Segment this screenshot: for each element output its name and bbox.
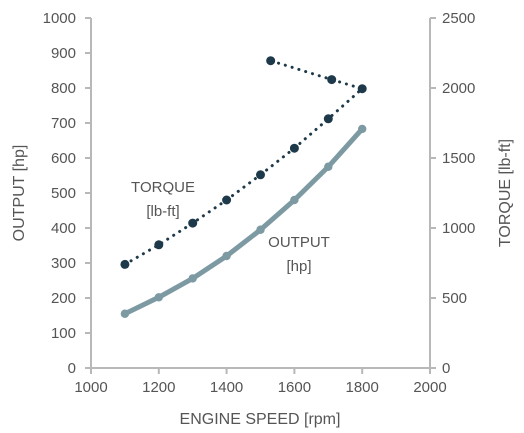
- right-y-tick-label: 2500: [442, 10, 475, 27]
- torque-line: [123, 59, 364, 266]
- right-y-axis-title: TORQUE [lb-ft]: [497, 139, 514, 247]
- left-y-tick-label: 300: [51, 255, 76, 272]
- torque-point: [323, 114, 333, 124]
- x-tick-label: 2000: [413, 379, 446, 396]
- torque-point: [327, 75, 337, 85]
- output-point: [188, 274, 197, 283]
- left-y-tick-label: 600: [51, 150, 76, 167]
- output-point: [154, 293, 163, 302]
- torque-point: [289, 143, 299, 153]
- torque-point: [256, 170, 265, 180]
- left-y-tick-label: 900: [51, 45, 76, 62]
- torque-point: [154, 240, 164, 250]
- output-point: [290, 195, 299, 205]
- output-point: [222, 251, 231, 261]
- x-tick-label: 1400: [210, 379, 243, 396]
- right-y-tick-label: 500: [442, 290, 467, 307]
- output-point: [120, 309, 130, 318]
- left-y-tick-label: 1000: [43, 10, 76, 27]
- series-group: [120, 56, 367, 318]
- torque-point: [188, 218, 198, 228]
- left-y-axis-title: OUTPUT [hp]: [11, 145, 28, 242]
- output-annotation-line2: [hp]: [286, 258, 311, 275]
- left-y-tick-label: 800: [51, 80, 76, 97]
- output-point: [358, 124, 367, 134]
- torque-point: [357, 84, 367, 94]
- output-line: [122, 126, 365, 317]
- right-y-tick-label: 1500: [442, 150, 475, 167]
- right-y-tick-label: 2000: [442, 80, 475, 97]
- torque-annotation-line2: [lb-ft]: [146, 203, 179, 220]
- torque-point: [120, 259, 130, 269]
- output-point: [324, 162, 333, 171]
- output-annotation-line1: OUTPUT: [268, 234, 330, 251]
- torque-point: [266, 56, 276, 66]
- right-y-tick-label: 0: [442, 360, 450, 377]
- torque-point: [222, 195, 232, 205]
- output-point: [256, 225, 265, 234]
- torque-annotation-line1: TORQUE: [131, 179, 195, 196]
- x-tick-label: 1600: [278, 379, 311, 396]
- x-axis-title: ENGINE SPEED [rpm]: [180, 411, 341, 428]
- left-y-tick-label: 100: [51, 325, 76, 342]
- left-y-tick-label: 200: [51, 290, 76, 307]
- x-tick-label: 1800: [346, 379, 379, 396]
- left-y-tick-label: 400: [51, 220, 76, 237]
- right-y-tick-label: 1000: [442, 220, 475, 237]
- x-tick-label: 1000: [74, 379, 107, 396]
- left-y-tick-label: 500: [51, 185, 76, 202]
- left-y-tick-label: 0: [68, 360, 76, 377]
- x-tick-label: 1200: [142, 379, 175, 396]
- tick-group: 1000 1200 1400 1600 1800 2000 0 100 200 300 400 500…: [43, 10, 476, 396]
- left-y-tick-label: 700: [51, 115, 76, 132]
